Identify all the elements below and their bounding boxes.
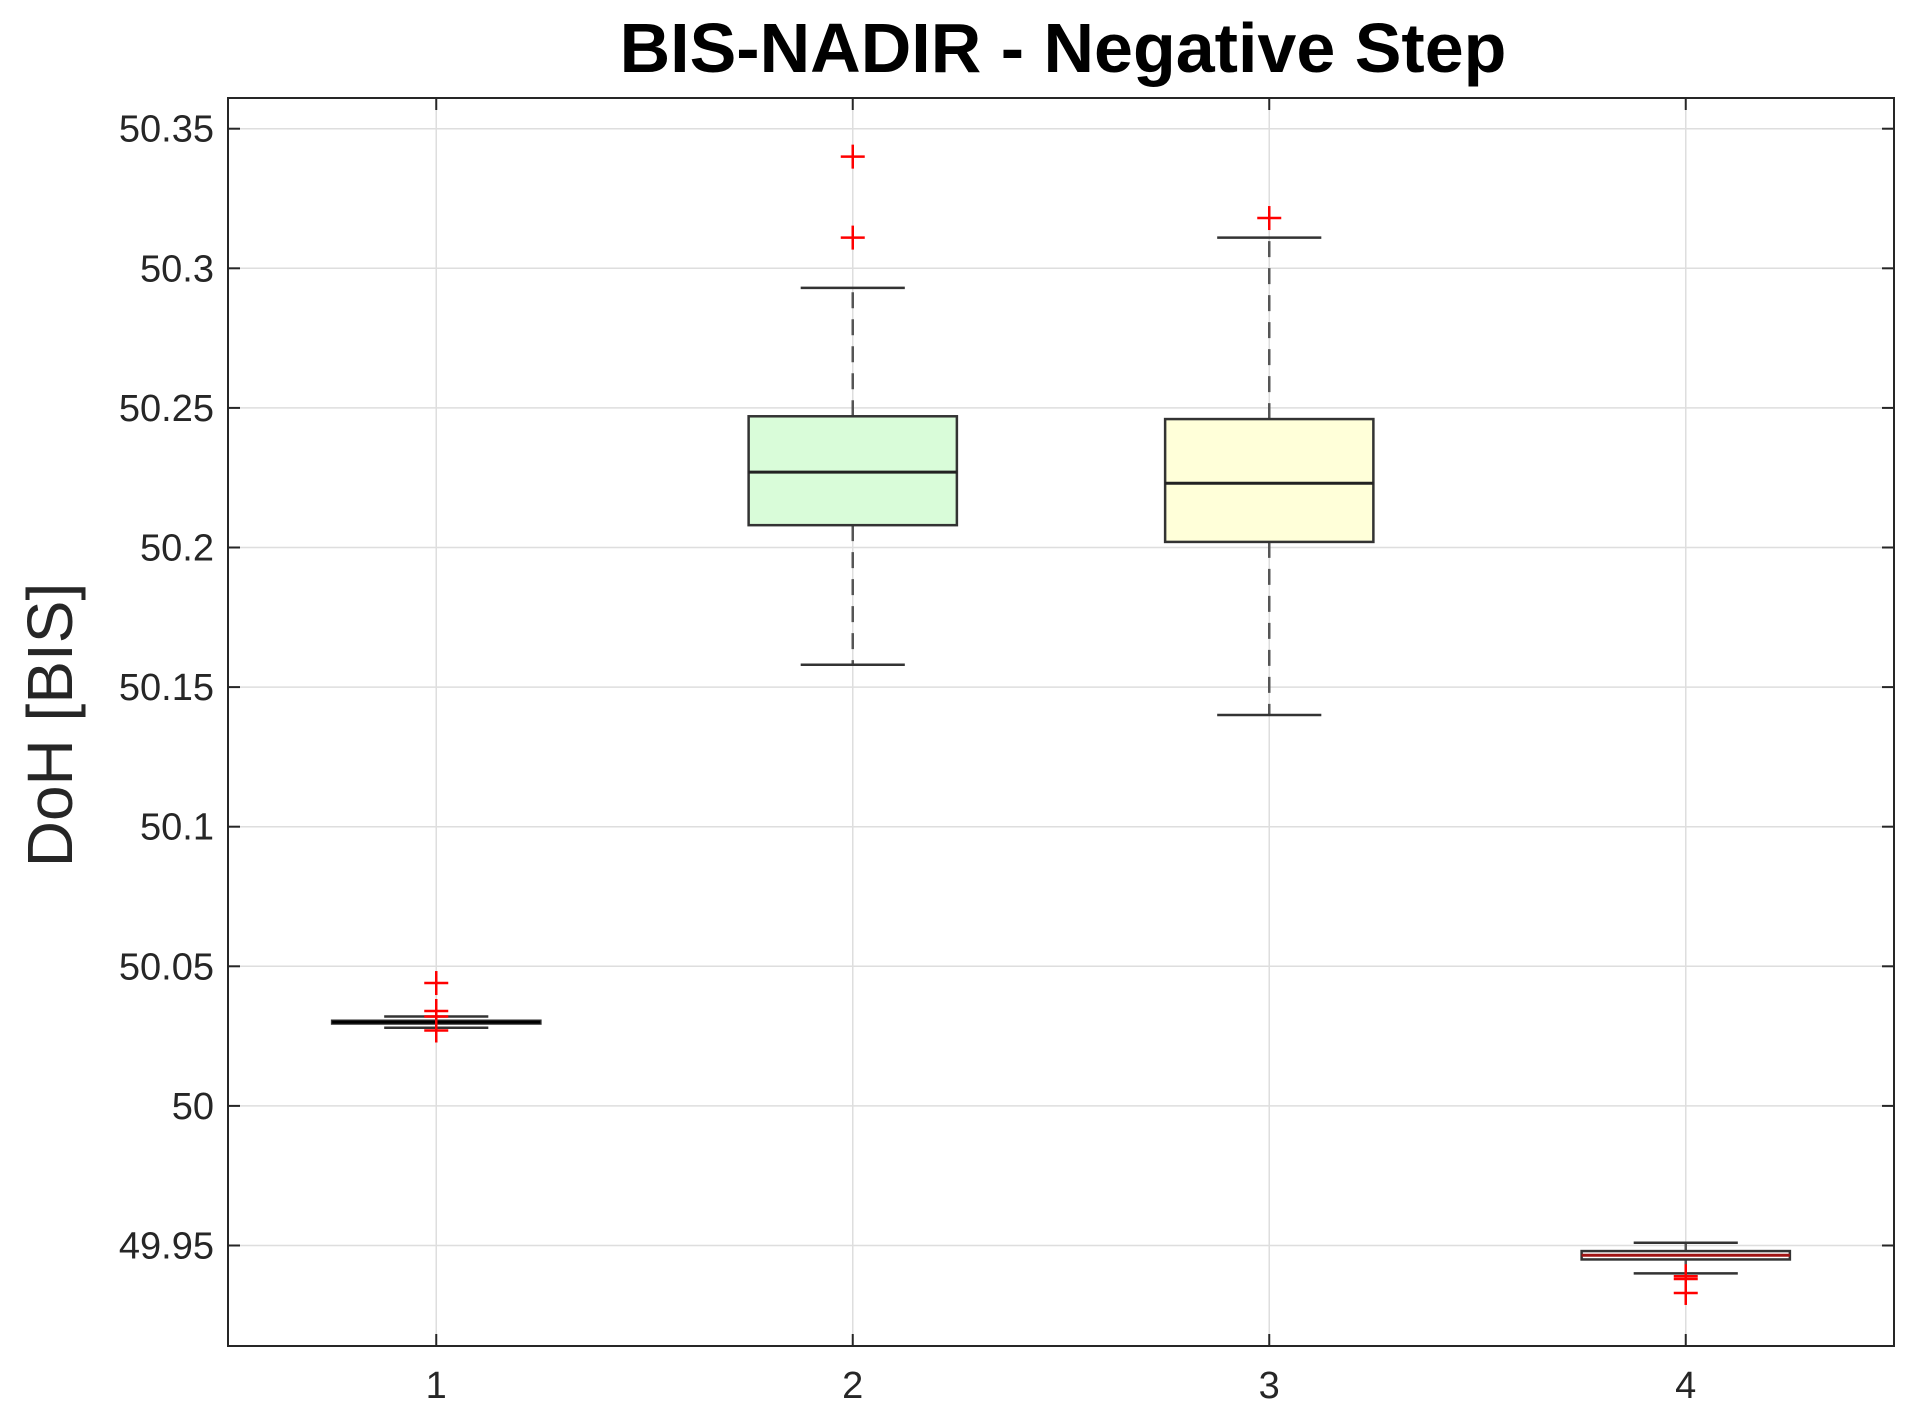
x-tick-label: 4 [1675,1365,1696,1407]
y-tick-label: 50.25 [119,388,214,430]
x-axis-ticks: 1 2 3 4 [426,98,1696,1407]
box-group-1 [330,971,542,1043]
y-tick-label: 50.35 [119,109,214,151]
outlier-marker [1673,1280,1698,1305]
outlier-marker [424,1018,449,1043]
y-tick-label: 50 [172,1086,214,1128]
outlier-marker [1257,206,1282,231]
y-tick-label: 50.05 [119,946,214,988]
y-tick-label: 50.1 [140,807,214,849]
box-group-4 [1580,1241,1792,1305]
chart-title: BIS-NADIR - Negative Step [620,9,1507,87]
outlier-marker [424,971,449,996]
x-tick-label: 2 [842,1365,863,1407]
box-group-2 [747,144,959,667]
outlier-marker [840,225,865,250]
y-axis-label: DoH [BIS] [14,583,86,868]
x-tick-label: 1 [426,1365,447,1407]
plot-area-frame [227,97,1895,1347]
outlier-marker [840,144,865,169]
iqr-box [1163,417,1375,544]
box-group-3 [1163,206,1375,717]
x-tick-label: 3 [1259,1365,1280,1407]
y-tick-label: 50.15 [119,667,214,709]
y-axis-ticks: 49.95 50 50.05 50.1 50.15 50.2 50.25 50.3 50.35 [119,109,1894,1267]
y-tick-label: 50.3 [140,248,214,290]
y-tick-label: 49.95 [119,1225,214,1267]
box-series [330,144,1792,1305]
grid-lines [228,98,1894,1346]
y-tick-label: 50.2 [140,528,214,570]
